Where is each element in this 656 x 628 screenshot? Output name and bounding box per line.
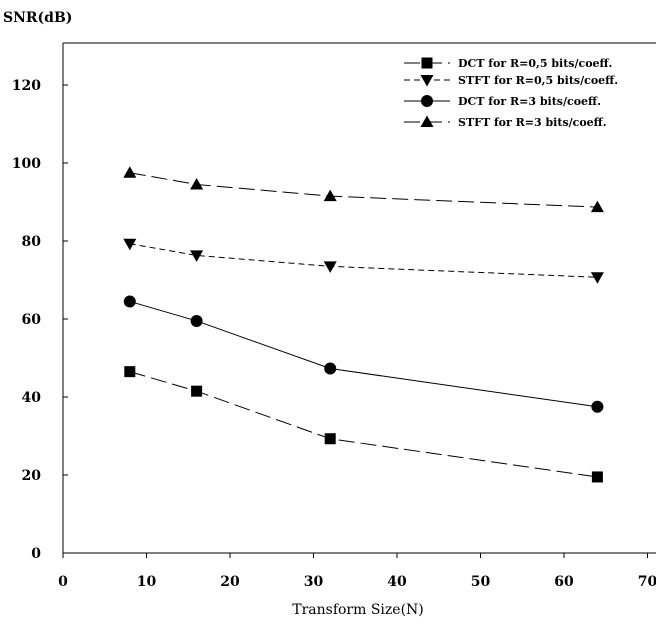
x-tick-label: 30: [304, 574, 324, 590]
x-tick-label: 50: [471, 574, 491, 590]
data-point: [591, 471, 603, 483]
legend-item: STFT for R=0,5 bits/coeff.: [404, 74, 618, 87]
data-point: [123, 238, 137, 251]
data-point: [591, 400, 604, 413]
legend: DCT for R=0,5 bits/coeff. STFT for R=0,5 …: [404, 57, 618, 129]
y-tick-label: 0: [31, 546, 41, 562]
series: [124, 366, 603, 483]
data-point: [124, 366, 136, 378]
legend-marker: [421, 57, 433, 69]
data-point: [323, 189, 337, 202]
series-line: [129, 172, 598, 208]
legend-item: DCT for R=3 bits/coeff.: [404, 95, 601, 108]
data-point: [191, 385, 203, 397]
x-tick-label: 0: [58, 574, 68, 590]
y-tick-label: 20: [22, 468, 42, 484]
series-group: [123, 166, 604, 483]
legend-marker: [421, 95, 433, 107]
data-point: [324, 433, 336, 445]
y-tick-label: 100: [12, 156, 41, 172]
data-point: [123, 166, 137, 178]
x-axis-label: Transform Size(N): [292, 602, 424, 618]
data-point: [123, 295, 136, 308]
data-point: [324, 362, 337, 375]
y-tick-label: 60: [22, 312, 42, 328]
legend-item: STFT for R=3 bits/coeff.: [404, 115, 607, 129]
legend-marker: [420, 75, 434, 87]
x-tick-label: 10: [137, 574, 157, 590]
legend-label: STFT for R=3 bits/coeff.: [458, 116, 607, 129]
data-point: [190, 314, 203, 327]
x-tick-label: 70: [638, 574, 656, 590]
series: [123, 295, 604, 413]
series-line: [129, 371, 598, 478]
x-ticks: 0 10 20 30 40 50 60 70: [58, 553, 656, 590]
y-ticks: 0 20 40 60 80 100 120: [12, 78, 68, 562]
y-axis-label: SNR(dB): [3, 10, 72, 26]
legend-label: STFT for R=0,5 bits/coeff.: [458, 74, 618, 87]
y-tick-label: 40: [22, 390, 42, 406]
data-point: [590, 200, 604, 213]
legend-label: DCT for R=0,5 bits/coeff.: [458, 57, 612, 70]
data-point: [190, 250, 204, 262]
y-tick-label: 120: [12, 78, 41, 94]
y-tick-label: 80: [22, 234, 42, 250]
series-line: [129, 300, 598, 408]
data-point: [323, 261, 337, 273]
x-tick-label: 60: [554, 574, 574, 590]
legend-label: DCT for R=3 bits/coeff.: [458, 95, 601, 108]
x-tick-label: 40: [387, 574, 407, 590]
legend-item: DCT for R=0,5 bits/coeff.: [404, 57, 612, 70]
x-tick-label: 20: [220, 574, 240, 590]
legend-marker: [420, 115, 434, 127]
series: [123, 166, 604, 213]
series: [123, 238, 604, 284]
series-line: [129, 243, 598, 278]
data-point: [190, 177, 204, 190]
data-point: [590, 272, 604, 284]
